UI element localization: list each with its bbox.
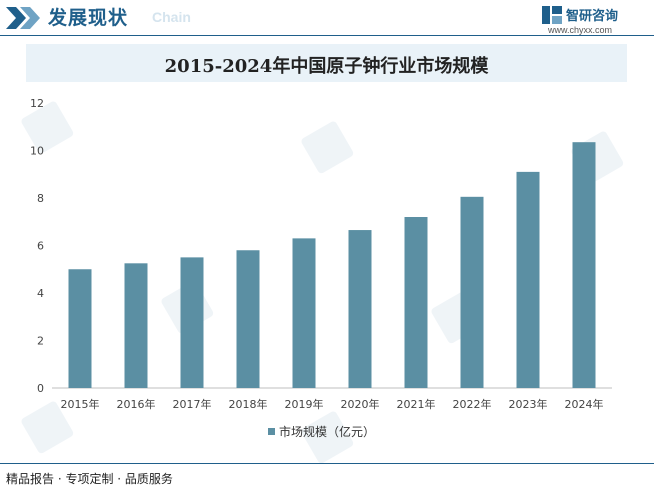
chart-title-band: 2015-2024年中国原子钟行业市场规模	[26, 44, 627, 82]
brand-logo-icon	[542, 6, 562, 24]
footer-divider	[0, 463, 654, 464]
bar-series	[68, 142, 596, 388]
x-axis: 2015年 2016年 2017年 2018年 2019年 2020年 2021年 2022年…	[61, 397, 604, 411]
y-tick-label: 0	[37, 382, 44, 395]
legend-swatch	[268, 428, 275, 435]
footer-tagline: 精品报告 · 专项定制 · 品质服务	[6, 472, 173, 486]
brand-name: 智研咨询	[566, 9, 619, 24]
bar-2021年	[404, 217, 428, 388]
y-tick-label: 6	[37, 240, 44, 253]
bar-2018年	[236, 250, 260, 388]
y-tick-label: 10	[30, 145, 44, 158]
bar-2019年	[292, 238, 316, 388]
x-tick-label: 2022年	[453, 397, 492, 411]
chevron-double-icon	[6, 7, 40, 29]
x-tick-label: 2015年	[61, 397, 100, 411]
x-tick-label: 2023年	[509, 397, 548, 411]
y-axis: 0 2 4 6 8 10 12	[30, 97, 44, 395]
brand-url: www.chyxx.com	[548, 25, 613, 35]
x-tick-label: 2018年	[229, 397, 268, 411]
x-tick-label: 2017年	[173, 397, 212, 411]
y-tick-label: 12	[30, 97, 44, 110]
chart-title: 2015-2024年中国原子钟行业市场规模	[164, 56, 489, 77]
bar-2017年	[180, 257, 204, 388]
bar-2016年	[124, 263, 148, 388]
bar-2024年	[572, 142, 596, 388]
chart-legend: 市场规模（亿元）	[268, 424, 375, 439]
bar-2015年	[68, 269, 92, 388]
x-tick-label: 2016年	[117, 397, 156, 411]
header-divider	[0, 35, 654, 36]
x-tick-label: 2021年	[397, 397, 436, 411]
page-header: 发展现状 Chain 智研咨询 www.chyxx.com	[0, 0, 654, 36]
brand-block: 智研咨询 www.chyxx.com	[536, 5, 646, 37]
section-subtitle: Chain	[152, 9, 191, 25]
x-tick-label: 2024年	[565, 397, 604, 411]
bar-2023年	[516, 171, 540, 388]
bar-2020年	[348, 230, 372, 388]
y-tick-label: 8	[37, 192, 44, 205]
x-tick-label: 2020年	[341, 397, 380, 411]
x-tick-label: 2019年	[285, 397, 324, 411]
section-title: 发展现状	[48, 7, 129, 29]
legend-label: 市场规模（亿元）	[279, 424, 375, 439]
y-tick-label: 4	[37, 287, 44, 300]
bar-2022年	[460, 196, 484, 388]
y-tick-label: 2	[37, 335, 44, 348]
